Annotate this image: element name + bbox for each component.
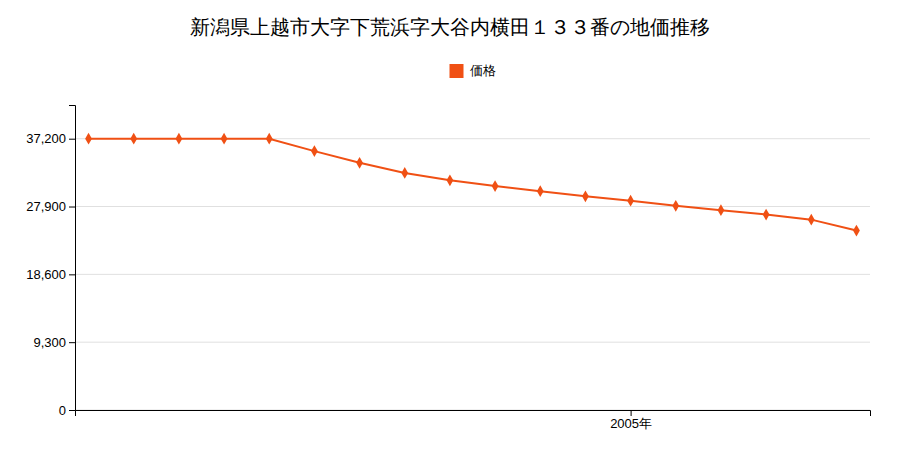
marker [627,195,634,207]
y-tick-mark [69,207,75,208]
plot-area: 0 9,300 18,600 27,900 37,200 2005年 [26,106,870,432]
line [89,139,857,231]
marker [537,185,544,197]
marker [853,225,860,237]
marker [718,204,725,216]
x-axis-line [76,411,871,417]
chart: 0 9,300 18,600 27,900 37,200 2005年 新潟県上越市大字下荒浜… [0,0,900,450]
title: 新潟県上越市大字下荒浜字大谷内横田１３３番の地価推移 [190,15,710,39]
grid-line [75,342,870,343]
y-axis-line [69,106,76,411]
marker [492,180,499,192]
x-tick-label: 2005年 [610,416,652,431]
marker [401,167,408,179]
x-tick-mark [631,410,632,416]
y-tick-mark [69,342,75,343]
legend: 価格 [450,63,496,78]
y-tick-mark [69,139,75,140]
y-tick-mark [69,410,75,411]
marks [85,133,860,237]
x-tick: 2005年 [610,410,652,431]
marker [582,190,589,202]
legend-swatch [450,64,464,78]
marker [356,157,363,169]
marker [763,209,770,221]
y-tick: 37,200 [26,131,75,146]
grid [75,139,870,410]
x-axis: 2005年 [76,410,871,431]
marker [447,174,454,186]
y-tick: 27,900 [26,199,75,214]
marker [311,145,318,157]
y-tick-label: 0 [59,403,66,418]
legend-item: 価格 [450,63,496,78]
marker [85,133,92,145]
y-tick-label: 37,200 [26,131,66,146]
marker [808,214,815,226]
marker [266,133,273,145]
grid-line [75,206,870,207]
marker [130,133,137,145]
y-tick-label: 18,600 [26,267,66,282]
marker [221,133,228,145]
y-tick-mark [69,274,75,275]
marker [175,133,182,145]
y-tick: 9,300 [33,335,75,350]
grid-line [75,274,870,275]
y-axis: 0 9,300 18,600 27,900 37,200 [26,106,75,418]
marker [672,200,679,212]
y-tick: 0 [59,403,75,418]
legend-label: 価格 [470,63,496,78]
y-tick: 18,600 [26,267,75,282]
y-tick-label: 9,300 [33,335,66,350]
y-tick-label: 27,900 [26,199,66,214]
